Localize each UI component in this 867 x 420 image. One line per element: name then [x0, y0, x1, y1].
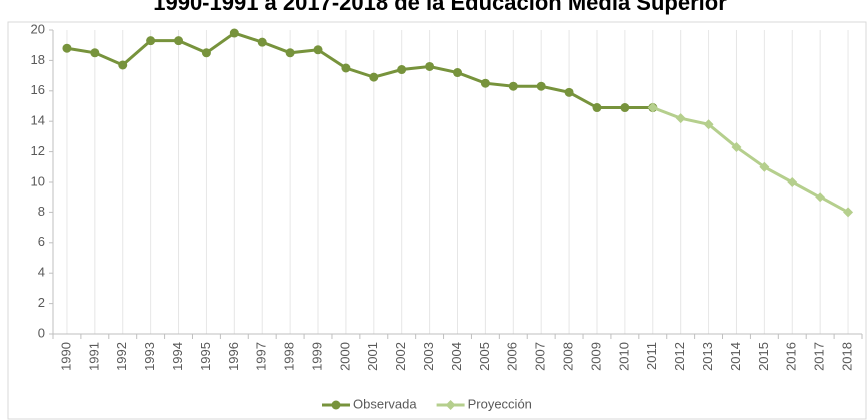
data-point — [731, 142, 742, 153]
x-tick-label: 2001 — [365, 342, 380, 371]
data-point — [62, 43, 72, 53]
x-tick-label: 2008 — [561, 342, 576, 371]
data-point — [480, 78, 490, 88]
legend-marker — [445, 400, 456, 410]
data-point — [285, 48, 295, 58]
x-tick-label: 2018 — [839, 342, 854, 371]
data-point — [508, 81, 518, 91]
data-point — [815, 192, 826, 203]
data-point — [703, 119, 714, 130]
x-tick-label: 1992 — [114, 342, 129, 371]
data-point — [397, 65, 407, 75]
x-tick-label: 1996 — [226, 342, 241, 371]
x-tick-label: 2015 — [756, 342, 771, 371]
data-point — [257, 37, 267, 47]
data-point — [843, 207, 854, 218]
y-tick-label: 10 — [31, 173, 45, 188]
data-point — [313, 45, 323, 55]
x-tick-label: 1994 — [170, 342, 185, 371]
x-tick-label: 2003 — [421, 342, 436, 371]
x-tick-label: 2013 — [700, 342, 715, 371]
x-tick-label: 2016 — [784, 342, 799, 371]
x-tick-label: 2002 — [393, 342, 408, 371]
data-point — [675, 113, 686, 124]
legend-marker — [331, 400, 341, 410]
y-tick-label: 18 — [31, 52, 45, 67]
series-line — [652, 106, 849, 214]
x-tick-label: 2007 — [533, 342, 548, 371]
y-tick-label: 4 — [38, 265, 45, 280]
legend-label: Observada — [353, 396, 417, 411]
y-tick-label: 20 — [31, 21, 45, 36]
y-tick-label: 12 — [31, 143, 45, 158]
x-tick-label: 1995 — [198, 342, 213, 371]
y-tick-label: 14 — [31, 113, 45, 128]
data-point — [90, 48, 100, 58]
x-tick-label: 1990 — [58, 342, 73, 371]
data-point — [425, 61, 435, 71]
data-point — [647, 102, 658, 113]
x-tick-label: 1998 — [282, 342, 297, 371]
x-tick-label: 2000 — [337, 342, 352, 371]
x-tick-label: 2011 — [644, 342, 659, 370]
y-tick-label: 8 — [38, 204, 45, 219]
data-point — [118, 60, 128, 70]
data-point — [453, 68, 462, 78]
chart-frame — [7, 21, 867, 420]
legend-label: Proyección — [468, 396, 532, 411]
y-tick-label: 0 — [38, 325, 45, 340]
data-point — [620, 103, 630, 113]
data-point — [201, 48, 211, 58]
data-point — [229, 28, 239, 38]
data-point — [592, 103, 602, 113]
x-tick-label: 1991 — [86, 342, 101, 371]
y-tick-label: 16 — [31, 82, 45, 97]
chart-title: 1990-1991 a 2017-2018 de la Educación Me… — [153, 0, 727, 15]
x-tick-label: 2009 — [588, 342, 603, 371]
data-point — [174, 36, 184, 46]
x-tick-label: 2014 — [728, 342, 743, 371]
x-tick-label: 2010 — [616, 342, 631, 371]
x-tick-label: 1997 — [254, 342, 269, 371]
data-point — [341, 63, 351, 73]
y-tick-label: 6 — [38, 234, 45, 249]
x-tick-label: 1999 — [309, 342, 324, 371]
y-tick-label: 2 — [38, 295, 45, 310]
data-point — [787, 177, 798, 187]
series-line — [66, 31, 653, 110]
x-tick-label: 2017 — [812, 342, 827, 371]
x-tick-label: 2004 — [449, 342, 464, 371]
data-point — [146, 36, 156, 46]
x-tick-label: 2005 — [477, 342, 492, 371]
x-tick-label: 1993 — [142, 342, 157, 371]
data-point — [564, 87, 574, 97]
x-tick-label: 2012 — [672, 342, 687, 371]
data-point — [759, 161, 770, 172]
x-tick-label: 2006 — [505, 342, 520, 371]
data-point — [536, 81, 546, 91]
data-point — [369, 72, 379, 82]
